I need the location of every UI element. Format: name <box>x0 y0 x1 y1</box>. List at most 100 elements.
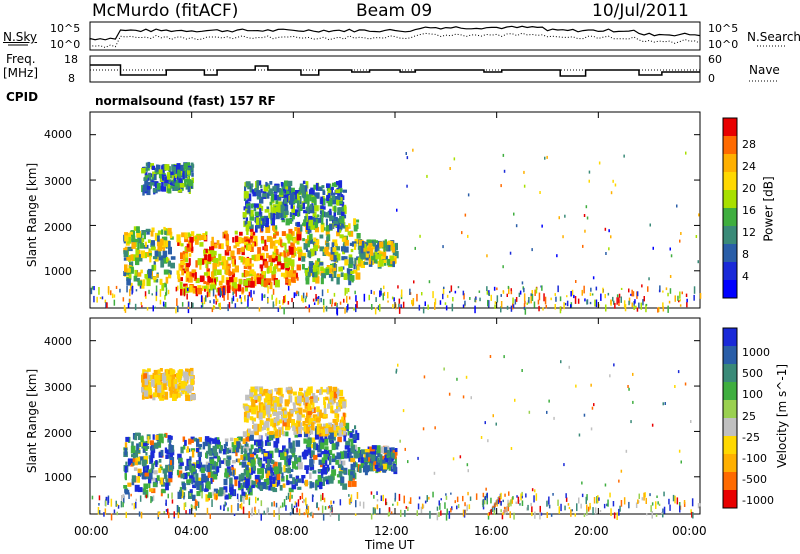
data-cell <box>137 471 142 477</box>
data-cell <box>284 410 288 415</box>
data-cell <box>224 285 227 294</box>
data-cell <box>340 451 345 460</box>
data-cell <box>171 379 174 388</box>
data-cell <box>176 505 179 513</box>
data-cell <box>324 212 330 218</box>
data-cell <box>397 363 399 367</box>
data-cell <box>266 266 270 274</box>
data-cell <box>323 408 327 415</box>
data-cell <box>306 292 308 298</box>
data-cell <box>554 304 556 310</box>
data-cell <box>445 305 448 311</box>
data-cell <box>204 254 207 260</box>
data-cell <box>370 513 373 520</box>
data-cell <box>194 480 200 487</box>
data-cell <box>335 181 340 185</box>
data-cell <box>157 235 160 242</box>
data-cell <box>260 274 264 279</box>
data-cell <box>641 497 644 501</box>
x-tick: 08:00 <box>274 524 309 538</box>
data-cell <box>651 423 654 427</box>
data-cell <box>153 470 158 475</box>
data-cell <box>220 286 225 295</box>
data-cell <box>206 507 209 515</box>
data-cell <box>336 417 339 423</box>
data-cell <box>531 293 534 301</box>
data-cell <box>449 290 451 294</box>
data-cell <box>395 303 397 310</box>
data-cell <box>224 438 229 442</box>
data-cell <box>266 396 271 401</box>
data-cell <box>380 287 382 291</box>
data-cell <box>592 276 595 280</box>
data-cell <box>589 292 592 296</box>
data-cell <box>385 498 387 506</box>
data-cell <box>277 411 283 416</box>
data-cell <box>248 511 250 519</box>
data-cell <box>249 239 253 243</box>
data-cell <box>249 416 254 421</box>
data-cell <box>186 449 189 453</box>
data-cell <box>537 299 540 305</box>
data-cell <box>191 439 194 443</box>
data-cell <box>358 458 361 463</box>
data-cell <box>610 508 612 516</box>
data-cell <box>281 252 285 257</box>
data-cell <box>273 185 277 192</box>
data-cell <box>134 238 139 243</box>
data-cell <box>316 266 320 275</box>
data-cell <box>290 242 295 247</box>
data-cell <box>116 503 119 507</box>
data-cell <box>335 445 339 450</box>
data-cell <box>182 254 186 262</box>
colorbar-swatch <box>723 226 737 245</box>
data-cell <box>548 399 550 403</box>
data-cell <box>289 512 292 516</box>
data-cell <box>680 232 682 235</box>
data-cell <box>265 393 269 400</box>
data-cell <box>176 469 179 476</box>
data-cell <box>331 410 335 414</box>
data-cell <box>686 302 688 308</box>
data-cell <box>459 455 462 459</box>
data-cell <box>467 491 469 496</box>
data-cell <box>174 182 180 189</box>
data-cell <box>306 414 310 419</box>
data-cell <box>90 287 93 295</box>
data-cell <box>298 426 301 434</box>
data-cell <box>283 205 288 212</box>
data-cell <box>240 472 245 480</box>
data-cell <box>179 281 183 289</box>
data-cell <box>600 293 602 301</box>
data-cell <box>163 433 166 437</box>
data-cell <box>196 485 201 490</box>
data-cell <box>195 506 197 511</box>
data-cell <box>337 406 341 412</box>
data-cell <box>294 422 298 427</box>
data-cell <box>323 305 325 313</box>
data-cell <box>380 455 385 462</box>
data-cell <box>487 439 489 443</box>
data-cell <box>610 299 612 305</box>
data-cell <box>230 504 233 513</box>
data-cell <box>258 412 263 420</box>
velocity-ytick: 1000 <box>44 471 72 484</box>
data-cell <box>384 447 388 453</box>
data-cell <box>284 262 290 268</box>
data-cell <box>674 385 676 388</box>
data-cell <box>575 384 577 388</box>
velocity-cb-tick: 1000 <box>742 346 770 359</box>
data-cell <box>314 434 320 440</box>
data-cell <box>488 512 490 516</box>
data-cell <box>331 469 337 476</box>
data-cell <box>222 291 224 298</box>
data-cell <box>394 448 398 452</box>
data-cell <box>329 223 333 230</box>
data-cell <box>342 206 347 211</box>
data-cell <box>179 183 185 188</box>
data-cell <box>264 420 270 428</box>
colorbar-swatch <box>723 190 737 209</box>
data-cell <box>303 185 308 192</box>
data-cell <box>571 509 573 512</box>
data-cell <box>266 235 272 242</box>
